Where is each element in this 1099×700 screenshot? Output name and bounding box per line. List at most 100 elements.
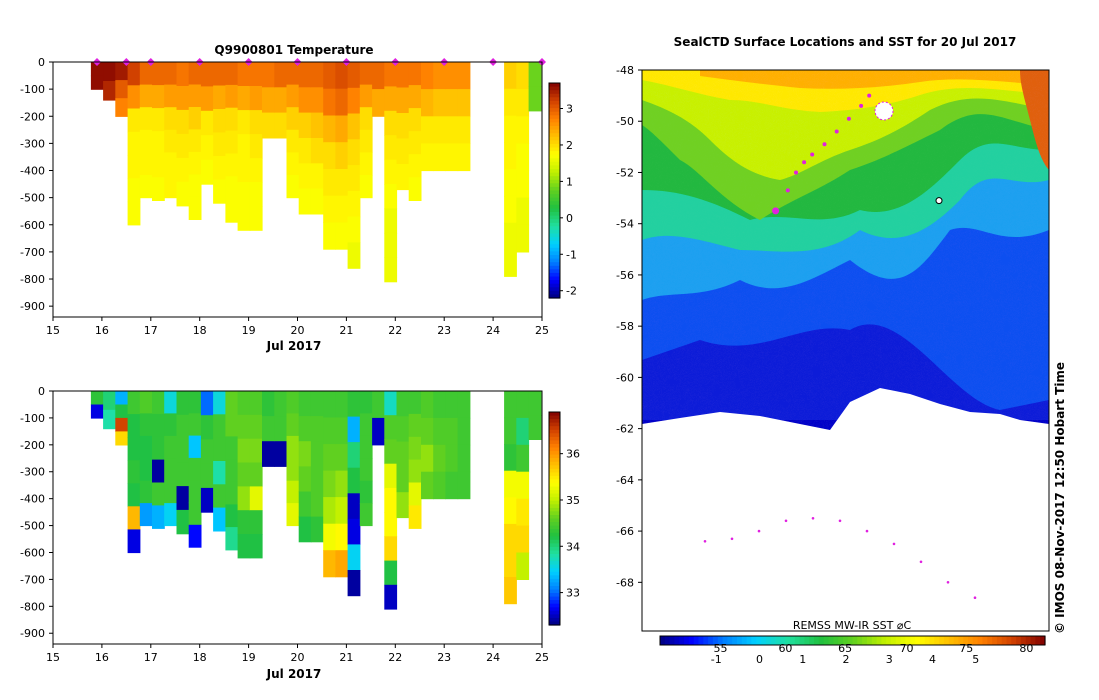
sst-colorbar-segment	[953, 636, 959, 645]
colorbar-segment	[549, 169, 560, 174]
x-tick-label: 22	[388, 324, 402, 337]
sst-colorbar-segment	[727, 636, 733, 645]
sea-ice-mask	[642, 388, 1049, 631]
profile-cell-1-11-6	[225, 527, 239, 551]
profile-cell-1-20-5	[335, 523, 349, 551]
profile-cell-1-5-4	[152, 482, 165, 506]
colorbar-segment	[549, 504, 560, 509]
profile-cell-1-7-3	[176, 462, 190, 487]
sst-colorbar-segment	[688, 636, 695, 645]
profile-cell-1-20-2	[335, 444, 349, 472]
y-tick-label: -700	[20, 573, 45, 586]
profile-cell-0-3-0	[127, 62, 141, 86]
sst-colorbar-segment	[809, 636, 815, 645]
profile-cell-1-7-0	[176, 391, 190, 416]
profile-cell-0-18-1	[310, 87, 324, 114]
profile-cell-1-20-0	[335, 391, 349, 419]
profile-cell-1-25-1	[396, 416, 410, 443]
sst-map-frame	[641, 69, 1050, 632]
profile-cell-0-25-1	[396, 87, 410, 114]
profile-cell-1-2-3	[115, 431, 129, 446]
profile-cell-0-25-3	[396, 138, 410, 165]
profile-cell-1-10-3	[213, 461, 226, 485]
sst-colorbar-segment	[963, 636, 969, 645]
profile-cell-0-31-2	[504, 115, 517, 143]
colorbar-segment	[549, 244, 560, 249]
profile-cell-1-17-3	[298, 466, 312, 493]
x-tick-label: 22	[388, 651, 402, 664]
x-tick-label: 23	[437, 324, 451, 337]
colorbar-segment	[549, 436, 560, 441]
profile-cell-0-30-1	[457, 89, 471, 117]
x-tick-label: 20	[291, 324, 305, 337]
southern-track-point	[892, 542, 896, 546]
colorbar-segment	[549, 447, 560, 452]
profile-cell-1-13-5	[249, 510, 263, 535]
x-tick-label: 24	[486, 324, 500, 337]
colorbar-segment	[549, 518, 560, 523]
sst-colorbar-segment	[996, 636, 1003, 645]
southern-track-point	[811, 517, 815, 520]
colorbar-segment	[549, 532, 560, 537]
sst-colorbar-segment	[703, 636, 709, 645]
x-tick-label: 24	[486, 651, 500, 664]
profile-cell-0-13-6	[249, 206, 263, 231]
profile-cell-1-22-2	[359, 435, 373, 459]
colorbar-segment	[549, 433, 560, 438]
profile-cell-1-31-2	[504, 444, 517, 472]
profile-cell-1-32-1	[516, 417, 530, 446]
profile-cell-1-29-0	[445, 391, 459, 419]
profile-cell-1-26-0	[408, 391, 422, 415]
colorbar-segment	[549, 240, 560, 245]
track-point	[846, 116, 851, 121]
profile-cell-1-11-0	[225, 391, 239, 415]
profile-cell-1-11-5	[225, 504, 239, 528]
profile-cell-1-13-0	[249, 391, 263, 416]
colorbar-segment	[549, 483, 560, 488]
x-tick-label: 16	[95, 324, 109, 337]
profile-cell-1-8-1	[188, 413, 202, 437]
colorbar-segment	[549, 575, 560, 580]
profile-cell-0-19-1	[323, 88, 336, 116]
profile-cell-0-31-7	[504, 249, 517, 277]
profile-cell-0-20-1	[335, 88, 349, 116]
lat-tick-label: -68	[616, 576, 634, 589]
profile-cell-0-22-0	[359, 62, 373, 86]
profile-cell-1-19-3	[323, 470, 336, 498]
profile-cell-0-4-2	[139, 107, 153, 131]
colorbar-segment	[549, 129, 560, 134]
colorbar-segment	[549, 158, 560, 163]
profile-cell-0-3-5	[127, 178, 141, 203]
profile-cell-1-26-5	[408, 505, 422, 529]
profile-cell-1-14-2	[262, 441, 275, 467]
profile-cell-1-25-0	[396, 391, 410, 417]
profile-cell-0-13-4	[249, 158, 263, 183]
profile-cell-1-27-2	[421, 444, 434, 473]
x-tick-label: 19	[242, 324, 256, 337]
profile-cell-0-12-4	[237, 158, 251, 183]
y-tick-label: -900	[20, 300, 45, 313]
sst-colorbar-segment	[992, 636, 998, 645]
profile-cell-0-33-1	[528, 86, 542, 112]
sst-colorbar-segment	[1011, 636, 1017, 645]
profile-cell-1-4-5	[139, 503, 153, 527]
profile-cell-0-6-0	[164, 62, 177, 86]
profile-cell-1-11-4	[225, 481, 239, 505]
colorbar-segment	[549, 83, 560, 88]
profile-cell-0-8-1	[188, 84, 202, 108]
colorbar-segment	[549, 201, 560, 206]
colorbar-segment	[549, 472, 560, 477]
y-tick-label: -300	[20, 137, 45, 150]
profile-cell-0-28-1	[433, 89, 446, 117]
lat-tick-label: -60	[616, 371, 634, 384]
sst-colorbar-segment	[1016, 636, 1022, 645]
track-point	[772, 207, 780, 215]
colorbar-segment	[549, 610, 560, 615]
sst-colorbar-segment	[968, 636, 974, 645]
profile-cell-1-9-1	[200, 415, 214, 440]
x-tick-label: 19	[242, 651, 256, 664]
profile-cell-0-24-4	[384, 159, 398, 185]
lat-tick-label: -62	[616, 423, 634, 436]
profile-cell-0-21-1	[347, 87, 361, 115]
colorbar-segment	[549, 126, 560, 131]
